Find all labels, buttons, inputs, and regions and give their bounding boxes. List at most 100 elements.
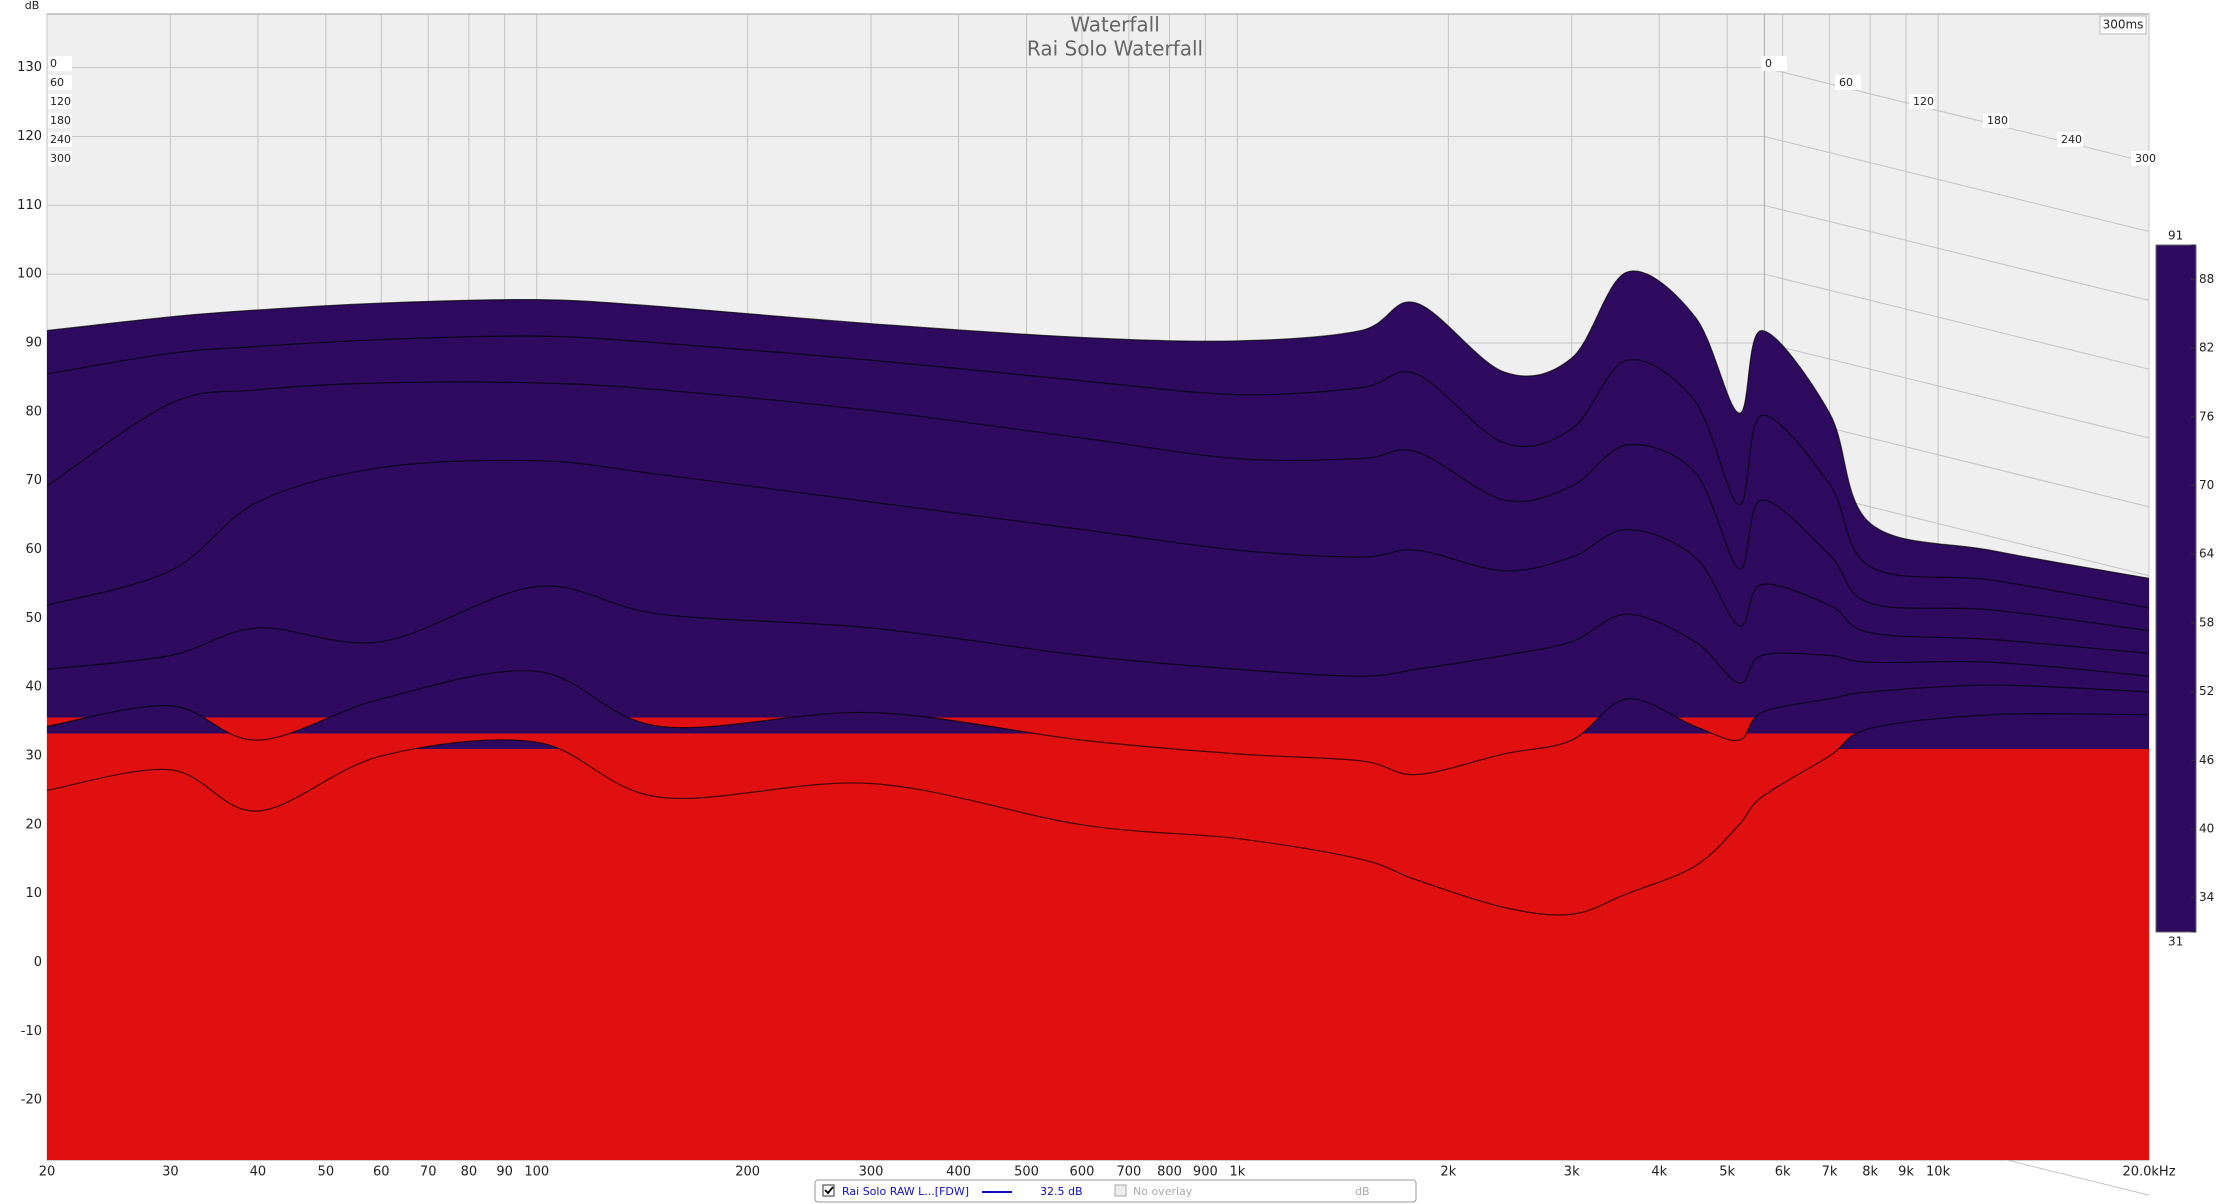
y-tick-label: 60 xyxy=(25,542,42,557)
time-tick-box xyxy=(48,75,72,90)
y-tick-label: 50 xyxy=(25,611,42,626)
time-tick-label: 240 xyxy=(50,133,71,146)
legend-level: 32.5 dB xyxy=(1040,1185,1083,1198)
y-tick-label: 20 xyxy=(25,817,42,832)
colorbar-label: 40 xyxy=(2199,821,2214,835)
colorbar-label: 52 xyxy=(2199,684,2214,698)
time-tick-label: 120 xyxy=(1913,95,1934,108)
time-tick-box xyxy=(48,132,72,147)
colorbar-label: 70 xyxy=(2199,478,2214,492)
x-tick-label: 9k xyxy=(1898,1165,1914,1180)
time-tick-box xyxy=(2131,151,2157,166)
x-tick-label: 70 xyxy=(420,1165,437,1180)
y-tick-label: 120 xyxy=(17,129,42,144)
y-tick-label: 10 xyxy=(25,886,42,901)
x-tick-label: 3k xyxy=(1564,1165,1580,1180)
colorbar-label: 58 xyxy=(2199,615,2214,629)
chart-title: Waterfall xyxy=(1070,13,1160,37)
x-tick-label: 30 xyxy=(162,1165,179,1180)
slice-line xyxy=(47,335,2149,609)
time-tick-box xyxy=(48,94,72,109)
x-tick-label: 90 xyxy=(496,1165,513,1180)
colorbar-label: 88 xyxy=(2199,272,2214,286)
overlay-label: No overlay xyxy=(1133,1185,1193,1198)
x-tick-label: 50 xyxy=(318,1165,335,1180)
x-tick-label: 300 xyxy=(859,1165,884,1180)
check-mark xyxy=(824,1186,834,1195)
colorbar-label: 64 xyxy=(2199,547,2214,561)
colorbar-label: 34 xyxy=(2199,890,2214,904)
y-tick-label: 40 xyxy=(25,680,42,695)
x-tick-label: 800 xyxy=(1157,1165,1182,1180)
x-tick-label: 900 xyxy=(1193,1165,1218,1180)
colorbar-label: 91 xyxy=(2168,229,2183,243)
x-tick-label: 20 xyxy=(39,1165,56,1180)
colorbar xyxy=(2155,244,2197,933)
x-tick-label: 7k xyxy=(1822,1165,1838,1180)
x-tick-label: 40 xyxy=(250,1165,267,1180)
legend: Rai Solo RAW L...[FDW] 32.5 dB No overla… xyxy=(814,1179,1417,1203)
x-tick-label: 700 xyxy=(1116,1165,1141,1180)
time-tick-label: 240 xyxy=(2061,133,2082,146)
x-tick-label: 500 xyxy=(1014,1165,1039,1180)
slice-line xyxy=(47,270,2149,579)
colorbar-label: 82 xyxy=(2199,341,2214,355)
x-tick-label: 20.0kHz xyxy=(2122,1165,2175,1180)
y-tick-label: 110 xyxy=(17,198,42,213)
time-range-label: 300ms xyxy=(2103,18,2144,32)
time-tick-label: 300 xyxy=(50,152,71,165)
x-tick-label: 400 xyxy=(946,1165,971,1180)
overlay-unit: dB xyxy=(1355,1185,1370,1198)
time-tick-box xyxy=(1909,94,1935,109)
time-tick-box xyxy=(48,113,72,128)
y-tick-label: 130 xyxy=(17,60,42,75)
chart-subtitle: Rai Solo Waterfall xyxy=(1027,37,1203,61)
x-tick-label: 1k xyxy=(1230,1165,1246,1180)
time-tick-label: 60 xyxy=(50,76,64,89)
time-tick-label: 180 xyxy=(1987,114,2008,127)
y-tick-label: 70 xyxy=(25,473,42,488)
slice-line xyxy=(47,459,2149,655)
x-tick-label: 8k xyxy=(1862,1165,1878,1180)
legend-checkbox[interactable] xyxy=(822,1184,835,1197)
colorbar-label: 46 xyxy=(2199,753,2214,767)
x-tick-label: 6k xyxy=(1775,1165,1791,1180)
time-tick-label: 180 xyxy=(50,114,71,127)
y-tick-label: -10 xyxy=(21,1024,42,1039)
x-tick-label: 10k xyxy=(1926,1165,1951,1180)
x-tick-label: 80 xyxy=(461,1165,478,1180)
time-tick-label: 60 xyxy=(1839,76,1853,89)
y-tick-label: 90 xyxy=(25,336,42,351)
waterfall xyxy=(47,270,2149,1160)
y-tick-label: -20 xyxy=(21,1093,42,1108)
y-axis-label: dB xyxy=(25,0,40,12)
slice-line xyxy=(47,713,2149,916)
y-tick-label: 80 xyxy=(25,404,42,419)
y-tick-label: 30 xyxy=(25,748,42,763)
colorbar-label: 76 xyxy=(2199,409,2214,423)
time-tick-label: 0 xyxy=(50,57,57,70)
time-tick-box xyxy=(48,56,72,71)
time-tick-label: 0 xyxy=(1765,57,1772,70)
time-range-box xyxy=(2099,15,2147,35)
slice-line xyxy=(47,381,2149,632)
grid-line xyxy=(1764,136,2150,233)
time-tick-box xyxy=(1983,113,2009,128)
time-tick-box xyxy=(1761,56,1787,71)
y-tick-label: 0 xyxy=(34,955,42,970)
grid-line xyxy=(1764,67,2150,164)
x-tick-label: 200 xyxy=(735,1165,760,1180)
x-tick-label: 60 xyxy=(373,1165,390,1180)
x-tick-label: 5k xyxy=(1719,1165,1735,1180)
slice-line xyxy=(47,670,2149,776)
time-tick-box xyxy=(1835,75,1861,90)
time-tick-label: 120 xyxy=(50,95,71,108)
x-tick-label: 600 xyxy=(1070,1165,1095,1180)
grid-line xyxy=(1764,273,2150,370)
time-tick-label: 300 xyxy=(2135,152,2156,165)
overlay-checkbox[interactable] xyxy=(1114,1184,1127,1197)
x-tick-label: 2k xyxy=(1440,1165,1456,1180)
time-tick-box xyxy=(48,151,72,166)
